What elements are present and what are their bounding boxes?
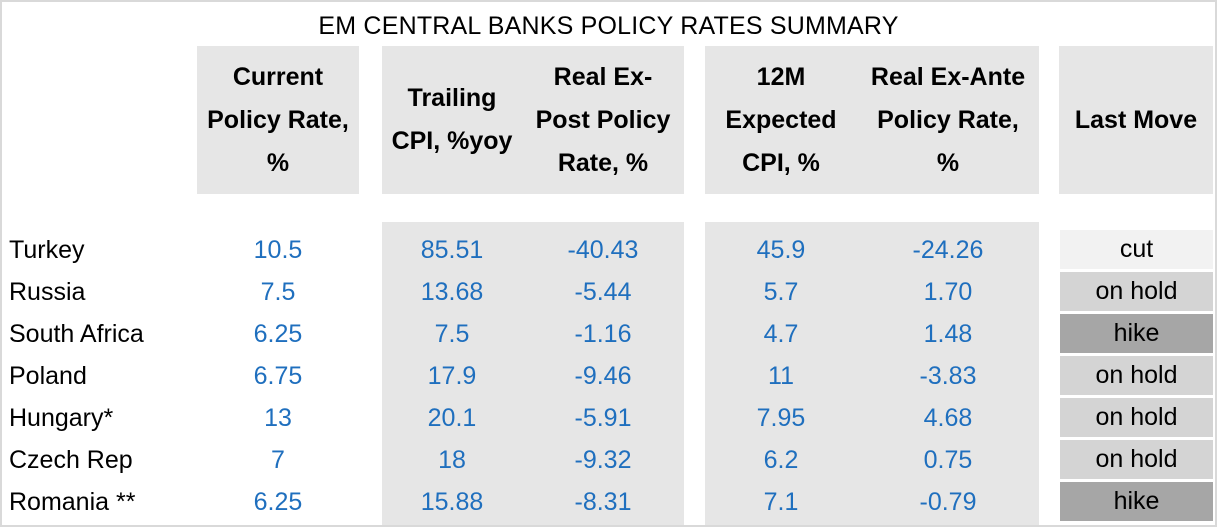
country-label: Russia <box>9 278 86 306</box>
header-line: CPI, % <box>742 148 820 177</box>
header-panel-expected <box>705 46 1039 194</box>
real-ex-post-value: -40.43 <box>567 236 639 264</box>
expected-cpi-value: 5.7 <box>763 278 799 306</box>
policy-rate-value: 13 <box>264 404 292 432</box>
header-trailing-cpi: Trailing CPI, %yoy <box>382 46 522 194</box>
trailing-cpi-value: 17.9 <box>427 362 477 390</box>
trailing-cpi-value: 15.88 <box>420 488 484 516</box>
real-ex-ante-value: -3.83 <box>919 362 977 390</box>
body-panel-cpi <box>382 222 684 525</box>
country-label: Turkey <box>9 236 85 264</box>
real-ex-ante-value: 1.70 <box>923 278 973 306</box>
header-line: Trailing <box>407 84 497 112</box>
last-move-badge: hike <box>1060 482 1213 521</box>
header-real-ex-ante: Real Ex-Ante Policy Rate, % <box>857 46 1039 194</box>
header-line: CPI, %yoy <box>391 127 513 155</box>
header-panel-policy-rate <box>197 46 359 194</box>
expected-cpi-value: 45.9 <box>756 236 806 264</box>
header-expected-cpi: 12M Expected CPI, % <box>705 46 857 194</box>
real-ex-ante-value: 4.68 <box>923 404 973 432</box>
header-line: Real Ex-Ante <box>870 62 1026 91</box>
header-line: Rate, % <box>557 148 649 177</box>
policy-rate-value: 10.5 <box>253 236 303 264</box>
country-label: Poland <box>9 362 87 390</box>
real-ex-post-value: -1.16 <box>574 320 632 348</box>
expected-cpi-value: 4.7 <box>763 320 799 348</box>
header-line: Expected <box>725 105 837 134</box>
header-last-move: Last Move <box>1059 46 1213 194</box>
body-panel-expected <box>705 222 1039 525</box>
real-ex-ante-value: 1.48 <box>923 320 973 348</box>
last-move-badge: cut <box>1060 230 1213 269</box>
expected-cpi-value: 11 <box>768 362 794 390</box>
header-real-ex-post: Real Ex- Post Policy Rate, % <box>522 46 684 194</box>
policy-rate-value: 6.25 <box>253 488 303 516</box>
real-ex-post-value: -9.46 <box>574 362 632 390</box>
trailing-cpi-value: 7.5 <box>434 320 470 348</box>
real-ex-ante-value: -24.26 <box>912 236 984 264</box>
last-move-badge: on hold <box>1060 356 1213 395</box>
last-move-badge: on hold <box>1060 440 1213 479</box>
table-title: EM CENTRAL BANKS POLICY RATES SUMMARY <box>318 12 899 40</box>
real-ex-post-value: -8.31 <box>574 488 632 516</box>
country-label: South Africa <box>9 320 144 348</box>
expected-cpi-value: 7.95 <box>756 404 806 432</box>
header-line: Last Move <box>1074 105 1198 134</box>
real-ex-post-value: -5.44 <box>574 278 632 306</box>
header-line: Real Ex- <box>553 62 653 91</box>
header-line: Current <box>232 62 324 91</box>
country-label: Romania ** <box>9 488 136 516</box>
real-ex-post-value: -5.91 <box>574 404 632 432</box>
header-line: Policy Rate, <box>207 105 349 134</box>
policy-rate-value: 7 <box>271 446 285 474</box>
header-current-policy-rate: Current Policy Rate, % <box>197 46 359 194</box>
header-line: Policy Rate, <box>877 105 1019 134</box>
expected-cpi-value: 6.2 <box>763 446 799 474</box>
trailing-cpi-value: 13.68 <box>420 278 484 306</box>
header-line: % <box>266 148 290 177</box>
country-label: Hungary* <box>9 404 114 432</box>
real-ex-ante-value: -0.79 <box>919 488 977 516</box>
policy-rate-value: 7.5 <box>260 278 296 306</box>
policy-rate-value: 6.75 <box>253 362 303 390</box>
header-panel-cpi <box>382 46 684 194</box>
country-label: Czech Rep <box>9 446 133 474</box>
real-ex-ante-value: 0.75 <box>923 446 973 474</box>
last-move-badge: on hold <box>1060 272 1213 311</box>
trailing-cpi-value: 18 <box>438 446 466 474</box>
policy-rate-value: 6.25 <box>253 320 303 348</box>
real-ex-post-value: -9.32 <box>574 446 632 474</box>
header-line: Post Policy <box>535 105 671 134</box>
expected-cpi-value: 7.1 <box>763 488 799 516</box>
trailing-cpi-value: 20.1 <box>427 404 477 432</box>
last-move-badge: hike <box>1060 314 1213 353</box>
header-panel-last-move <box>1059 46 1213 194</box>
last-move-badge: on hold <box>1060 398 1213 437</box>
header-line: % <box>936 148 960 177</box>
trailing-cpi-value: 85.51 <box>420 236 484 264</box>
header-line: 12M <box>756 62 806 91</box>
